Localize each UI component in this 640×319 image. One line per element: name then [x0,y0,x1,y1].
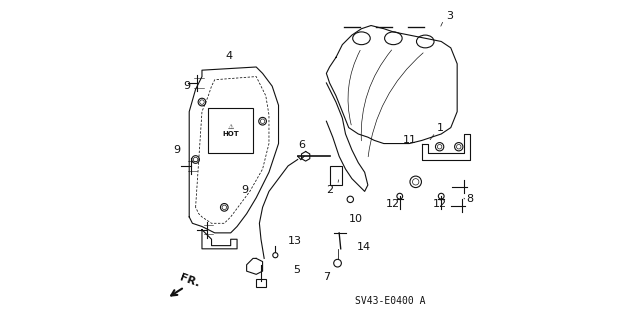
Text: 2: 2 [326,185,333,195]
Text: 13: 13 [287,236,301,246]
Bar [330,166,342,185]
Text: 12: 12 [433,199,447,209]
Text: 9: 9 [183,81,190,91]
Text: ⚠
HOT: ⚠ HOT [222,124,239,137]
Text: 4: 4 [225,51,233,61]
Bar [256,279,266,287]
Text: 12: 12 [387,199,401,209]
Text: 11: 11 [403,135,417,145]
Text: 3: 3 [446,11,453,21]
Text: 9: 9 [241,185,248,195]
Text: 14: 14 [356,242,371,252]
Text: SV43-E0400 A: SV43-E0400 A [355,296,426,306]
Text: 7: 7 [323,272,330,282]
Bar [209,108,253,153]
Text: 9: 9 [173,145,180,155]
Text: 5: 5 [293,264,300,275]
Text: 1: 1 [436,122,444,133]
Text: 6: 6 [298,140,305,150]
Text: 10: 10 [349,213,363,224]
Text: 8: 8 [467,194,474,204]
Text: FR.: FR. [178,272,201,289]
